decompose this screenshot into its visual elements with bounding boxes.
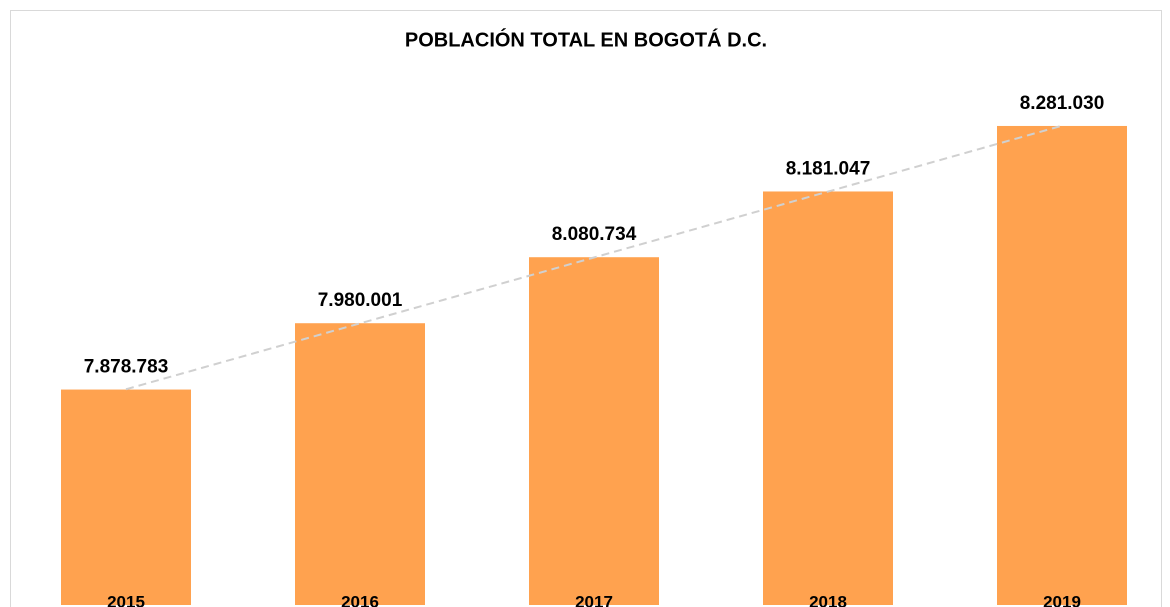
trendline <box>125 124 1063 391</box>
bar <box>61 389 191 605</box>
chart-title: POBLACIÓN TOTAL EN BOGOTÁ D.C. <box>405 27 767 51</box>
value-label: 8.080.734 <box>552 224 637 245</box>
value-label: 7.878.783 <box>84 357 169 378</box>
value-label: 8.181.047 <box>786 158 871 179</box>
x-tick-label: 2019 <box>1043 592 1081 607</box>
x-tick-label: 2015 <box>107 592 145 607</box>
x-tick-label: 2018 <box>809 592 847 607</box>
bar <box>997 125 1127 606</box>
value-label: 7.980.001 <box>318 290 403 311</box>
bar <box>295 323 425 605</box>
bar <box>529 257 659 605</box>
x-tick-label: 2016 <box>341 592 379 607</box>
x-tick-label: 2017 <box>575 592 613 607</box>
bar <box>763 191 893 605</box>
value-label: 8.281.030 <box>1020 93 1105 114</box>
